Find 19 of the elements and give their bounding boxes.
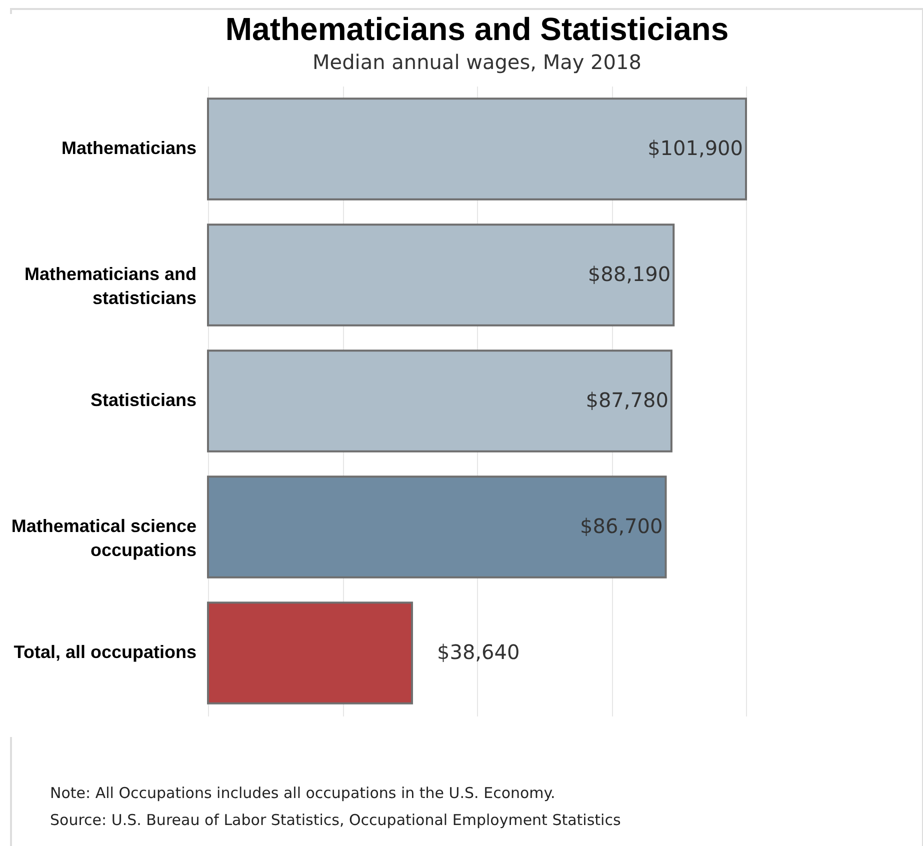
y-tick-label: Mathematicians bbox=[61, 138, 196, 158]
bar bbox=[207, 602, 414, 704]
source-note: Source: U.S. Bureau of Labor Statistics, Occupational Employment Statistics bbox=[50, 810, 621, 831]
bar bbox=[207, 476, 667, 578]
y-tick-label: Statisticians bbox=[90, 390, 196, 410]
chart-title: Mathematicians and Statisticians bbox=[225, 11, 729, 47]
data-label: $88,190 bbox=[588, 262, 671, 286]
text: Note: All Occupations includes all occupations in the U.S. Economy. bbox=[50, 783, 556, 804]
y-tick-label: Mathematical science occupations bbox=[11, 516, 196, 560]
data-label: $87,780 bbox=[586, 388, 668, 412]
bar bbox=[207, 350, 672, 452]
y-tick-label: Total, all occupations bbox=[14, 642, 196, 662]
bar bbox=[207, 224, 675, 326]
data-label: $86,700 bbox=[580, 514, 663, 538]
chart-subtitle: Median annual wages, May 2018 bbox=[312, 50, 642, 74]
bar bbox=[207, 98, 747, 200]
data-label: $38,640 bbox=[437, 640, 520, 664]
y-tick-label: Mathematicians and statisticians bbox=[24, 264, 196, 308]
data-label: $101,900 bbox=[648, 136, 743, 160]
